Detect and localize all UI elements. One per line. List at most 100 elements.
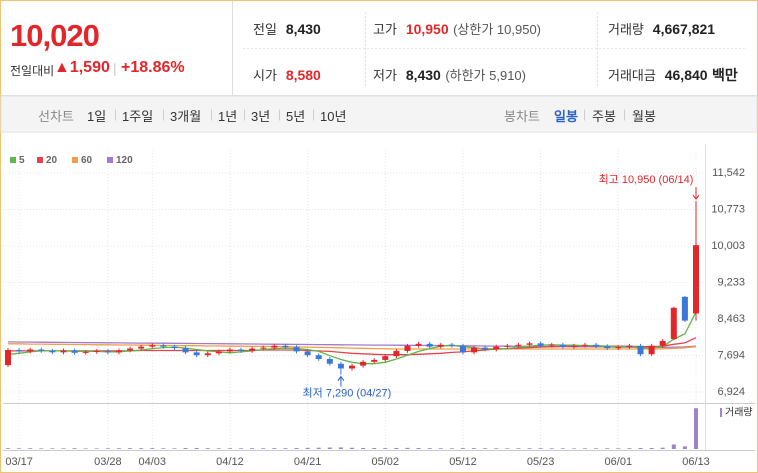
stat-label: 고가 <box>373 22 397 37</box>
candle-body <box>104 350 111 353</box>
volume-bar <box>239 448 244 449</box>
stat-label: 저가 <box>373 68 397 83</box>
candle-body <box>27 349 34 352</box>
tab[interactable]: 주봉 <box>592 109 616 124</box>
ma-line <box>8 343 697 350</box>
volume-bar <box>682 446 687 449</box>
tab-separator: | <box>623 107 627 121</box>
candle-body <box>570 345 577 347</box>
volume-bar <box>83 448 88 449</box>
tab-group-label: 선차트 <box>38 109 74 124</box>
volume-bar <box>449 448 454 449</box>
stat: 고가 10,950 (상한가 10,950) <box>373 19 541 39</box>
candle-body <box>471 347 478 353</box>
volume-bar <box>227 448 232 449</box>
volume-bar <box>72 448 77 449</box>
volume-bar <box>128 448 133 449</box>
stat-label: 전일 <box>253 22 277 37</box>
volume-bar <box>261 448 266 449</box>
candle-body <box>226 349 233 352</box>
candle-body <box>548 344 555 346</box>
candle-body <box>482 347 489 350</box>
tab[interactable]: 일봉 <box>554 109 578 124</box>
tab[interactable]: 1주일 <box>122 109 154 124</box>
change-rate: +18.86% <box>121 59 185 76</box>
candle-body <box>337 363 344 369</box>
stat: 저가 8,430 (하한가 5,910) <box>373 65 526 85</box>
tab-separator: | <box>243 107 247 121</box>
stat-value: 8,430 <box>405 67 441 83</box>
volume-bar <box>17 448 22 449</box>
low-annotation: 최저 7,290 (04/27) <box>303 387 392 400</box>
candle-body <box>681 296 688 321</box>
volume-bar <box>571 448 576 449</box>
volume-bar <box>6 448 10 449</box>
y-tick-label: 10,003 <box>711 240 745 252</box>
volume-bar <box>438 448 443 449</box>
volume-bar <box>494 448 499 449</box>
volume-bar <box>394 447 399 449</box>
tab[interactable]: 3개월 <box>170 109 202 124</box>
tab[interactable]: 월봉 <box>632 109 656 124</box>
stat: 거래량 4,667,821 <box>608 19 715 39</box>
stat-value: 8,430 <box>285 21 321 37</box>
candle-body <box>559 344 566 347</box>
y-tick-label: 11,542 <box>712 167 745 179</box>
legend-label: 60 <box>81 155 93 166</box>
tab-bar <box>0 95 758 133</box>
volume-bar <box>627 448 632 449</box>
change: ▲1,590 <box>54 59 110 76</box>
volume-bar <box>638 447 643 449</box>
candle-body <box>193 352 200 356</box>
candle-body <box>371 359 378 362</box>
candle-body <box>60 350 67 353</box>
candle-body <box>448 344 455 346</box>
candle-body <box>249 348 256 351</box>
candle-body <box>260 347 267 349</box>
volume-bar <box>39 448 44 449</box>
volume-bar <box>671 444 676 449</box>
candle-body <box>115 350 122 353</box>
stat-label: 거래량 <box>608 22 644 37</box>
stat-note: (하한가 5,910) <box>445 68 526 83</box>
volume-bar <box>527 448 532 449</box>
tab[interactable]: 1일 <box>87 109 107 124</box>
stat-label: 거래대금 <box>608 68 656 83</box>
x-tick-label: 05/02 <box>372 456 400 468</box>
stat: 시가 8,580 <box>253 65 321 85</box>
volume-bar <box>161 448 166 449</box>
candle-body <box>304 351 311 356</box>
volume-bar <box>338 447 343 449</box>
volume-bar <box>583 448 588 449</box>
volume-bar <box>305 447 310 449</box>
candle-body <box>127 348 134 351</box>
legend-swatch <box>107 157 113 163</box>
stat-value: 10,950 <box>405 21 449 37</box>
ma-line <box>7 341 697 349</box>
candle-body <box>493 346 500 350</box>
volume-bar <box>516 448 521 449</box>
y-tick-label: 10,773 <box>711 203 745 215</box>
candle-body <box>659 340 666 346</box>
candle-body <box>626 345 633 348</box>
tab[interactable]: 5년 <box>286 109 306 124</box>
tab[interactable]: 10년 <box>320 109 347 124</box>
tab[interactable]: 1년 <box>218 109 238 124</box>
tab-separator: | <box>210 107 214 121</box>
y-tick-label: 6,924 <box>717 386 745 398</box>
separator: | <box>113 60 117 76</box>
candle-body <box>426 343 433 347</box>
volume-bar <box>505 448 510 449</box>
candle-body <box>382 356 389 360</box>
candle-body <box>326 358 333 364</box>
arrow-head <box>692 194 700 200</box>
candle-body <box>593 344 600 347</box>
volume-key <box>720 408 722 417</box>
candle-body <box>504 345 511 347</box>
tab[interactable]: 3년 <box>251 109 271 124</box>
candle-body <box>615 347 622 349</box>
candle-body <box>5 349 11 366</box>
x-tick-label: 03/28 <box>94 456 122 468</box>
